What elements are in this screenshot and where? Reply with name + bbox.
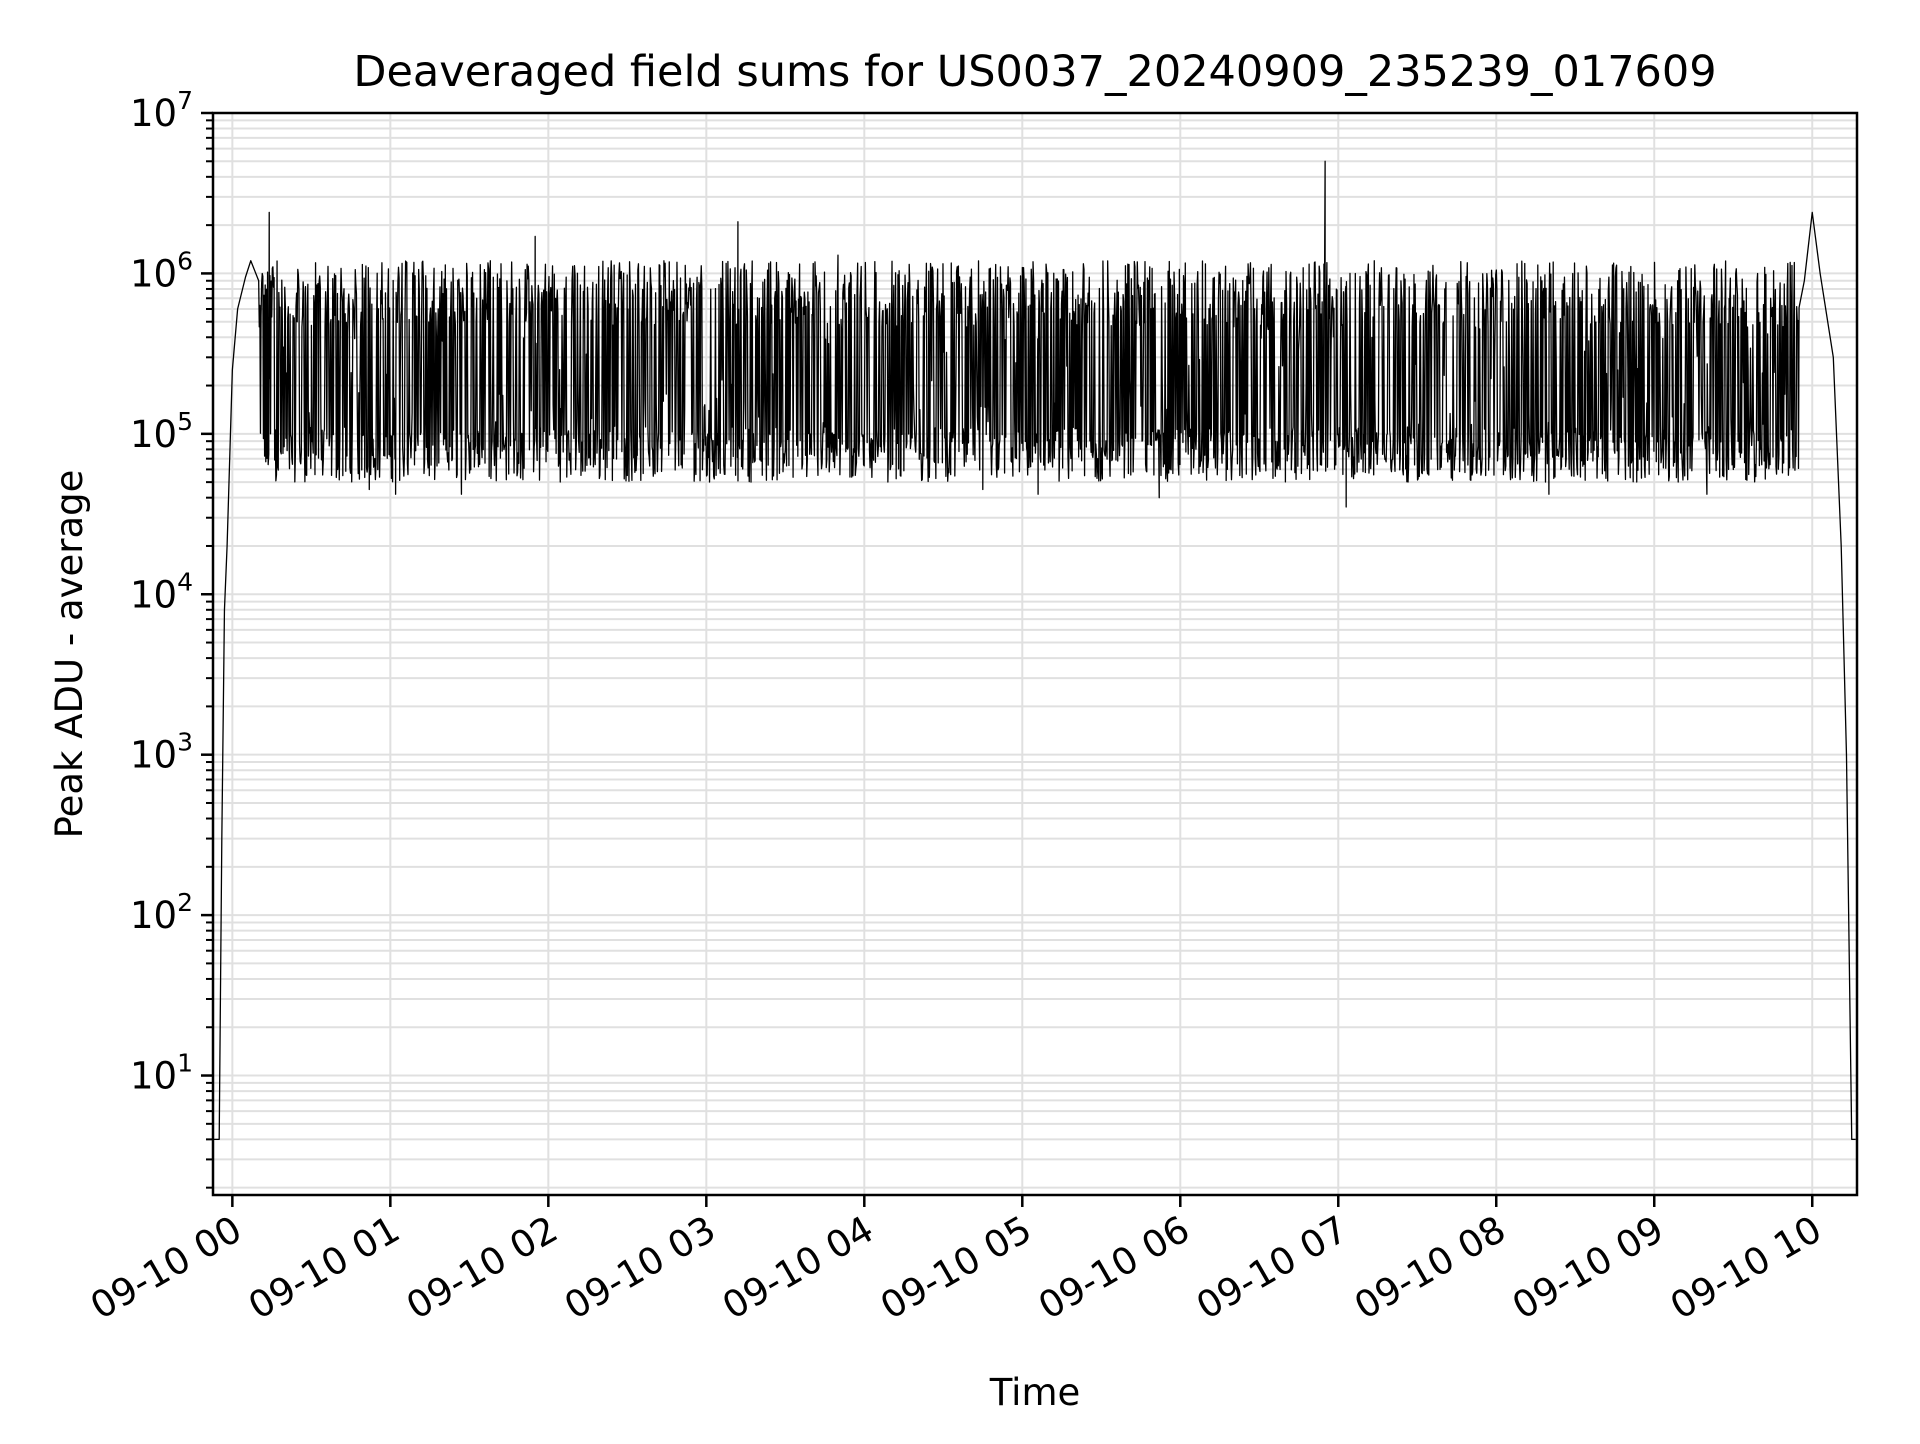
y-tick-label: 107 xyxy=(130,86,193,135)
y-tick-label-exponent: 7 xyxy=(177,86,193,115)
y-axis-label: Peak ADU - average xyxy=(48,470,91,839)
y-tick-label-exponent: 3 xyxy=(177,728,193,757)
y-tick-label-base: 10 xyxy=(130,894,177,937)
y-tick-label: 105 xyxy=(130,407,193,456)
y-tick-label-exponent: 5 xyxy=(177,407,193,436)
y-tick-label-exponent: 1 xyxy=(177,1049,193,1078)
y-tick-label: 104 xyxy=(130,567,193,616)
y-tick-label-exponent: 4 xyxy=(177,567,193,596)
y-tick-label-base: 10 xyxy=(130,573,177,616)
y-tick-label-base: 10 xyxy=(130,1055,177,1098)
y-tick-label-exponent: 6 xyxy=(177,246,193,275)
y-tick-label-base: 10 xyxy=(130,734,177,777)
y-tick-label: 102 xyxy=(130,888,193,937)
grid xyxy=(213,112,1857,1195)
y-tick-label-exponent: 2 xyxy=(177,888,193,917)
chart-title: Deaveraged field sums for US0037_2024090… xyxy=(353,47,1716,97)
y-tick-label: 106 xyxy=(130,246,193,295)
x-axis-label: Time xyxy=(989,1371,1081,1414)
y-tick-label: 101 xyxy=(130,1049,193,1098)
plot-frame xyxy=(211,111,1859,1197)
series-line xyxy=(213,160,1856,1141)
y-tick-label-base: 10 xyxy=(130,92,177,135)
y-tick-label-base: 10 xyxy=(130,413,177,456)
y-tick-label: 103 xyxy=(130,728,193,777)
plot-area xyxy=(213,160,1856,1141)
y-tick-label-base: 10 xyxy=(130,252,177,295)
